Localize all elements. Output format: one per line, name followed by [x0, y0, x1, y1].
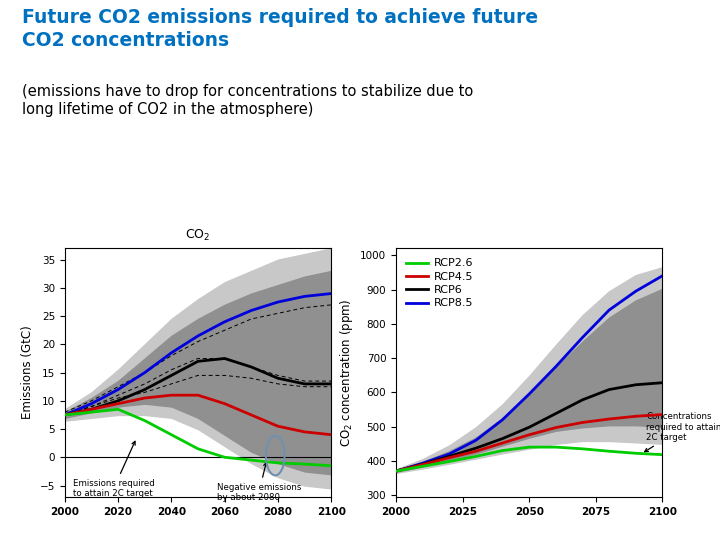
Y-axis label: CO$_2$ concentration (ppm): CO$_2$ concentration (ppm) [338, 298, 354, 447]
Text: Negative emissions
by about 2080: Negative emissions by about 2080 [217, 462, 301, 502]
Text: Emissions required
to attain 2C target: Emissions required to attain 2C target [73, 441, 155, 498]
Text: Concentrations
required to attain
2C target: Concentrations required to attain 2C tar… [644, 412, 720, 452]
Text: Future CO2 emissions required to achieve future
CO2 concentrations: Future CO2 emissions required to achieve… [22, 8, 538, 50]
Text: (emissions have to drop for concentrations to stabilize due to
long lifetime of : (emissions have to drop for concentratio… [22, 84, 473, 117]
Y-axis label: Emissions (GtC): Emissions (GtC) [21, 326, 34, 420]
Legend: RCP2.6, RCP4.5, RCP6, RCP8.5: RCP2.6, RCP4.5, RCP6, RCP8.5 [402, 254, 478, 313]
Text: CO$_2$: CO$_2$ [185, 228, 211, 244]
